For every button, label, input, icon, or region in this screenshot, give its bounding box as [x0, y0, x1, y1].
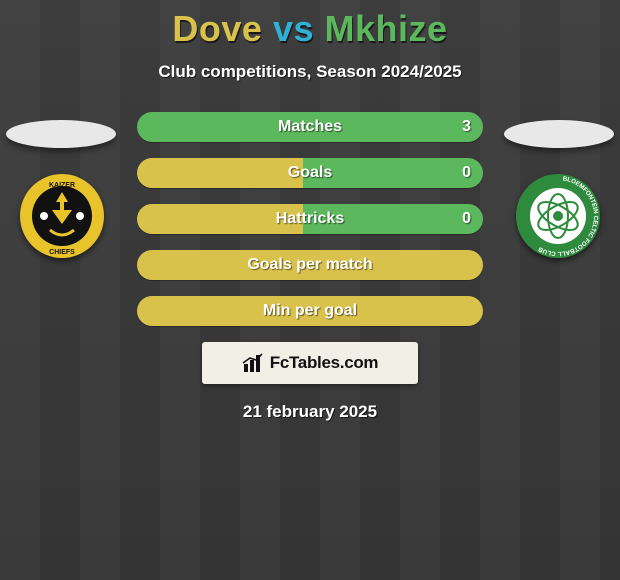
- stat-value-right: 3: [462, 112, 471, 142]
- stat-label: Min per goal: [137, 296, 483, 326]
- stat-bar: Hattricks0: [137, 204, 483, 234]
- stat-label: Goals per match: [137, 250, 483, 280]
- page-title: Dove vs Mkhize: [0, 0, 620, 50]
- player1-name: Dove: [172, 8, 262, 49]
- player1-photo-placeholder: [6, 120, 116, 148]
- svg-text:CHIEFS: CHIEFS: [49, 249, 75, 256]
- subtitle: Club competitions, Season 2024/2025: [0, 62, 620, 82]
- comparison-card: Dove vs Mkhize Club competitions, Season…: [0, 0, 620, 422]
- stat-value-right: 0: [462, 204, 471, 234]
- club-badge-left: KAIZER CHIEFS: [20, 174, 104, 258]
- stat-bar: Min per goal: [137, 296, 483, 326]
- stat-bars: Matches3Goals0Hattricks0Goals per matchM…: [137, 112, 483, 326]
- stat-value-right: 0: [462, 158, 471, 188]
- bloemfontein-celtic-icon: BLOEMFONTEIN CELTIC FOOTBALL CLUB: [516, 174, 600, 258]
- player2-name: Mkhize: [325, 8, 448, 49]
- vs-label: vs: [273, 8, 314, 49]
- svg-text:KAIZER: KAIZER: [49, 182, 75, 189]
- stat-label: Matches: [137, 112, 483, 142]
- stat-bar: Goals0: [137, 158, 483, 188]
- stat-bar: Matches3: [137, 112, 483, 142]
- bar-chart-icon: [242, 352, 264, 374]
- stat-label: Hattricks: [137, 204, 483, 234]
- player2-photo-placeholder: [504, 120, 614, 148]
- brand-label: FcTables.com: [270, 353, 379, 373]
- stat-bar: Goals per match: [137, 250, 483, 280]
- kaizer-chiefs-icon: KAIZER CHIEFS: [20, 174, 104, 258]
- brand-box[interactable]: FcTables.com: [202, 342, 418, 384]
- stat-label: Goals: [137, 158, 483, 188]
- date-label: 21 february 2025: [0, 402, 620, 422]
- stats-area: KAIZER CHIEFS BLOEMFONTEIN CELTIC FOOTBA…: [0, 112, 620, 326]
- club-badge-right: BLOEMFONTEIN CELTIC FOOTBALL CLUB: [516, 174, 600, 258]
